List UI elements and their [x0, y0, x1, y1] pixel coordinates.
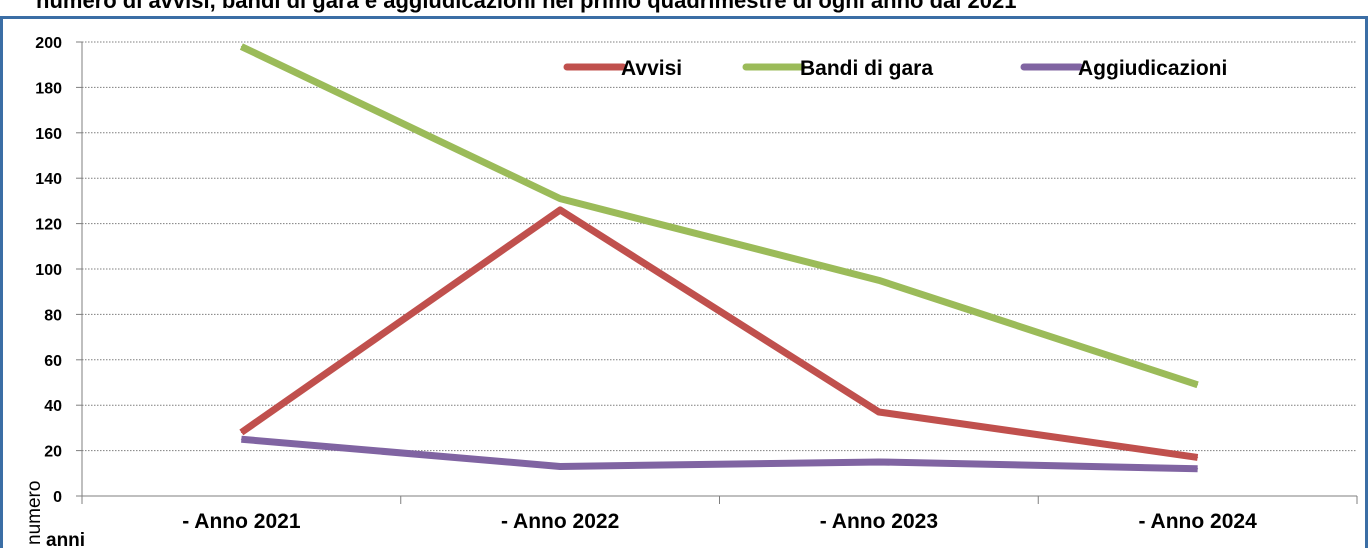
y-tick-label: 160: [35, 126, 62, 143]
data-point: [1197, 384, 1199, 386]
y-tick-label: 180: [35, 80, 62, 97]
data-point: [878, 279, 880, 281]
y-tick-label: 100: [35, 262, 62, 279]
data-point: [240, 438, 242, 440]
data-point: [559, 465, 561, 467]
x-tick-label: - Anno 2022: [501, 510, 619, 533]
data-point: [559, 198, 561, 200]
gridlines: [82, 41, 1357, 452]
series-line-aggiudicazioni: [241, 435, 1198, 473]
series-line-avvisi: [239, 206, 1199, 461]
data-point: [878, 411, 880, 413]
chart-frame: [0, 16, 1368, 548]
y-tick-label: 120: [35, 217, 62, 234]
data-point: [1197, 468, 1199, 470]
data-point: [878, 461, 880, 463]
y-tick-label: 200: [35, 35, 62, 52]
series-lines: [239, 43, 1199, 473]
legend: Avvisi Bandi di gara Aggiudicazioni: [563, 57, 1227, 80]
chart-title: numero di avvisi, bandi di gara e aggiud…: [36, 0, 1017, 13]
y-tick-label: 0: [53, 489, 62, 506]
y-tick-label: 40: [44, 398, 62, 415]
data-point: [240, 46, 242, 48]
legend-label: Aggiudicazioni: [1078, 57, 1227, 80]
x-axis-title: anni: [46, 530, 85, 548]
y-axis-title: numero: [24, 481, 45, 545]
x-tick-label: - Anno 2021: [182, 510, 301, 533]
legend-label: Avvisi: [621, 57, 682, 80]
y-tick-label: 20: [44, 444, 62, 461]
y-tick-label: 140: [35, 171, 62, 188]
data-point: [1197, 456, 1199, 458]
legend-label: Bandi di gara: [800, 57, 933, 80]
x-tick-label: - Anno 2023: [820, 510, 938, 533]
series-line-bandi-di-gara: [239, 43, 1199, 389]
y-tick-label: 60: [44, 353, 62, 370]
data-point: [559, 209, 561, 211]
x-axis: - Anno 2021 - Anno 2022 - Anno 2023 - Anno …: [81, 42, 1358, 533]
data-point: [240, 431, 242, 433]
x-tick-label: - Anno 2024: [1139, 510, 1258, 533]
y-tick-label: 80: [44, 307, 62, 324]
y-axis-ticks: 0 20 40 60 80 100 120 140 160 180 200: [35, 35, 82, 506]
